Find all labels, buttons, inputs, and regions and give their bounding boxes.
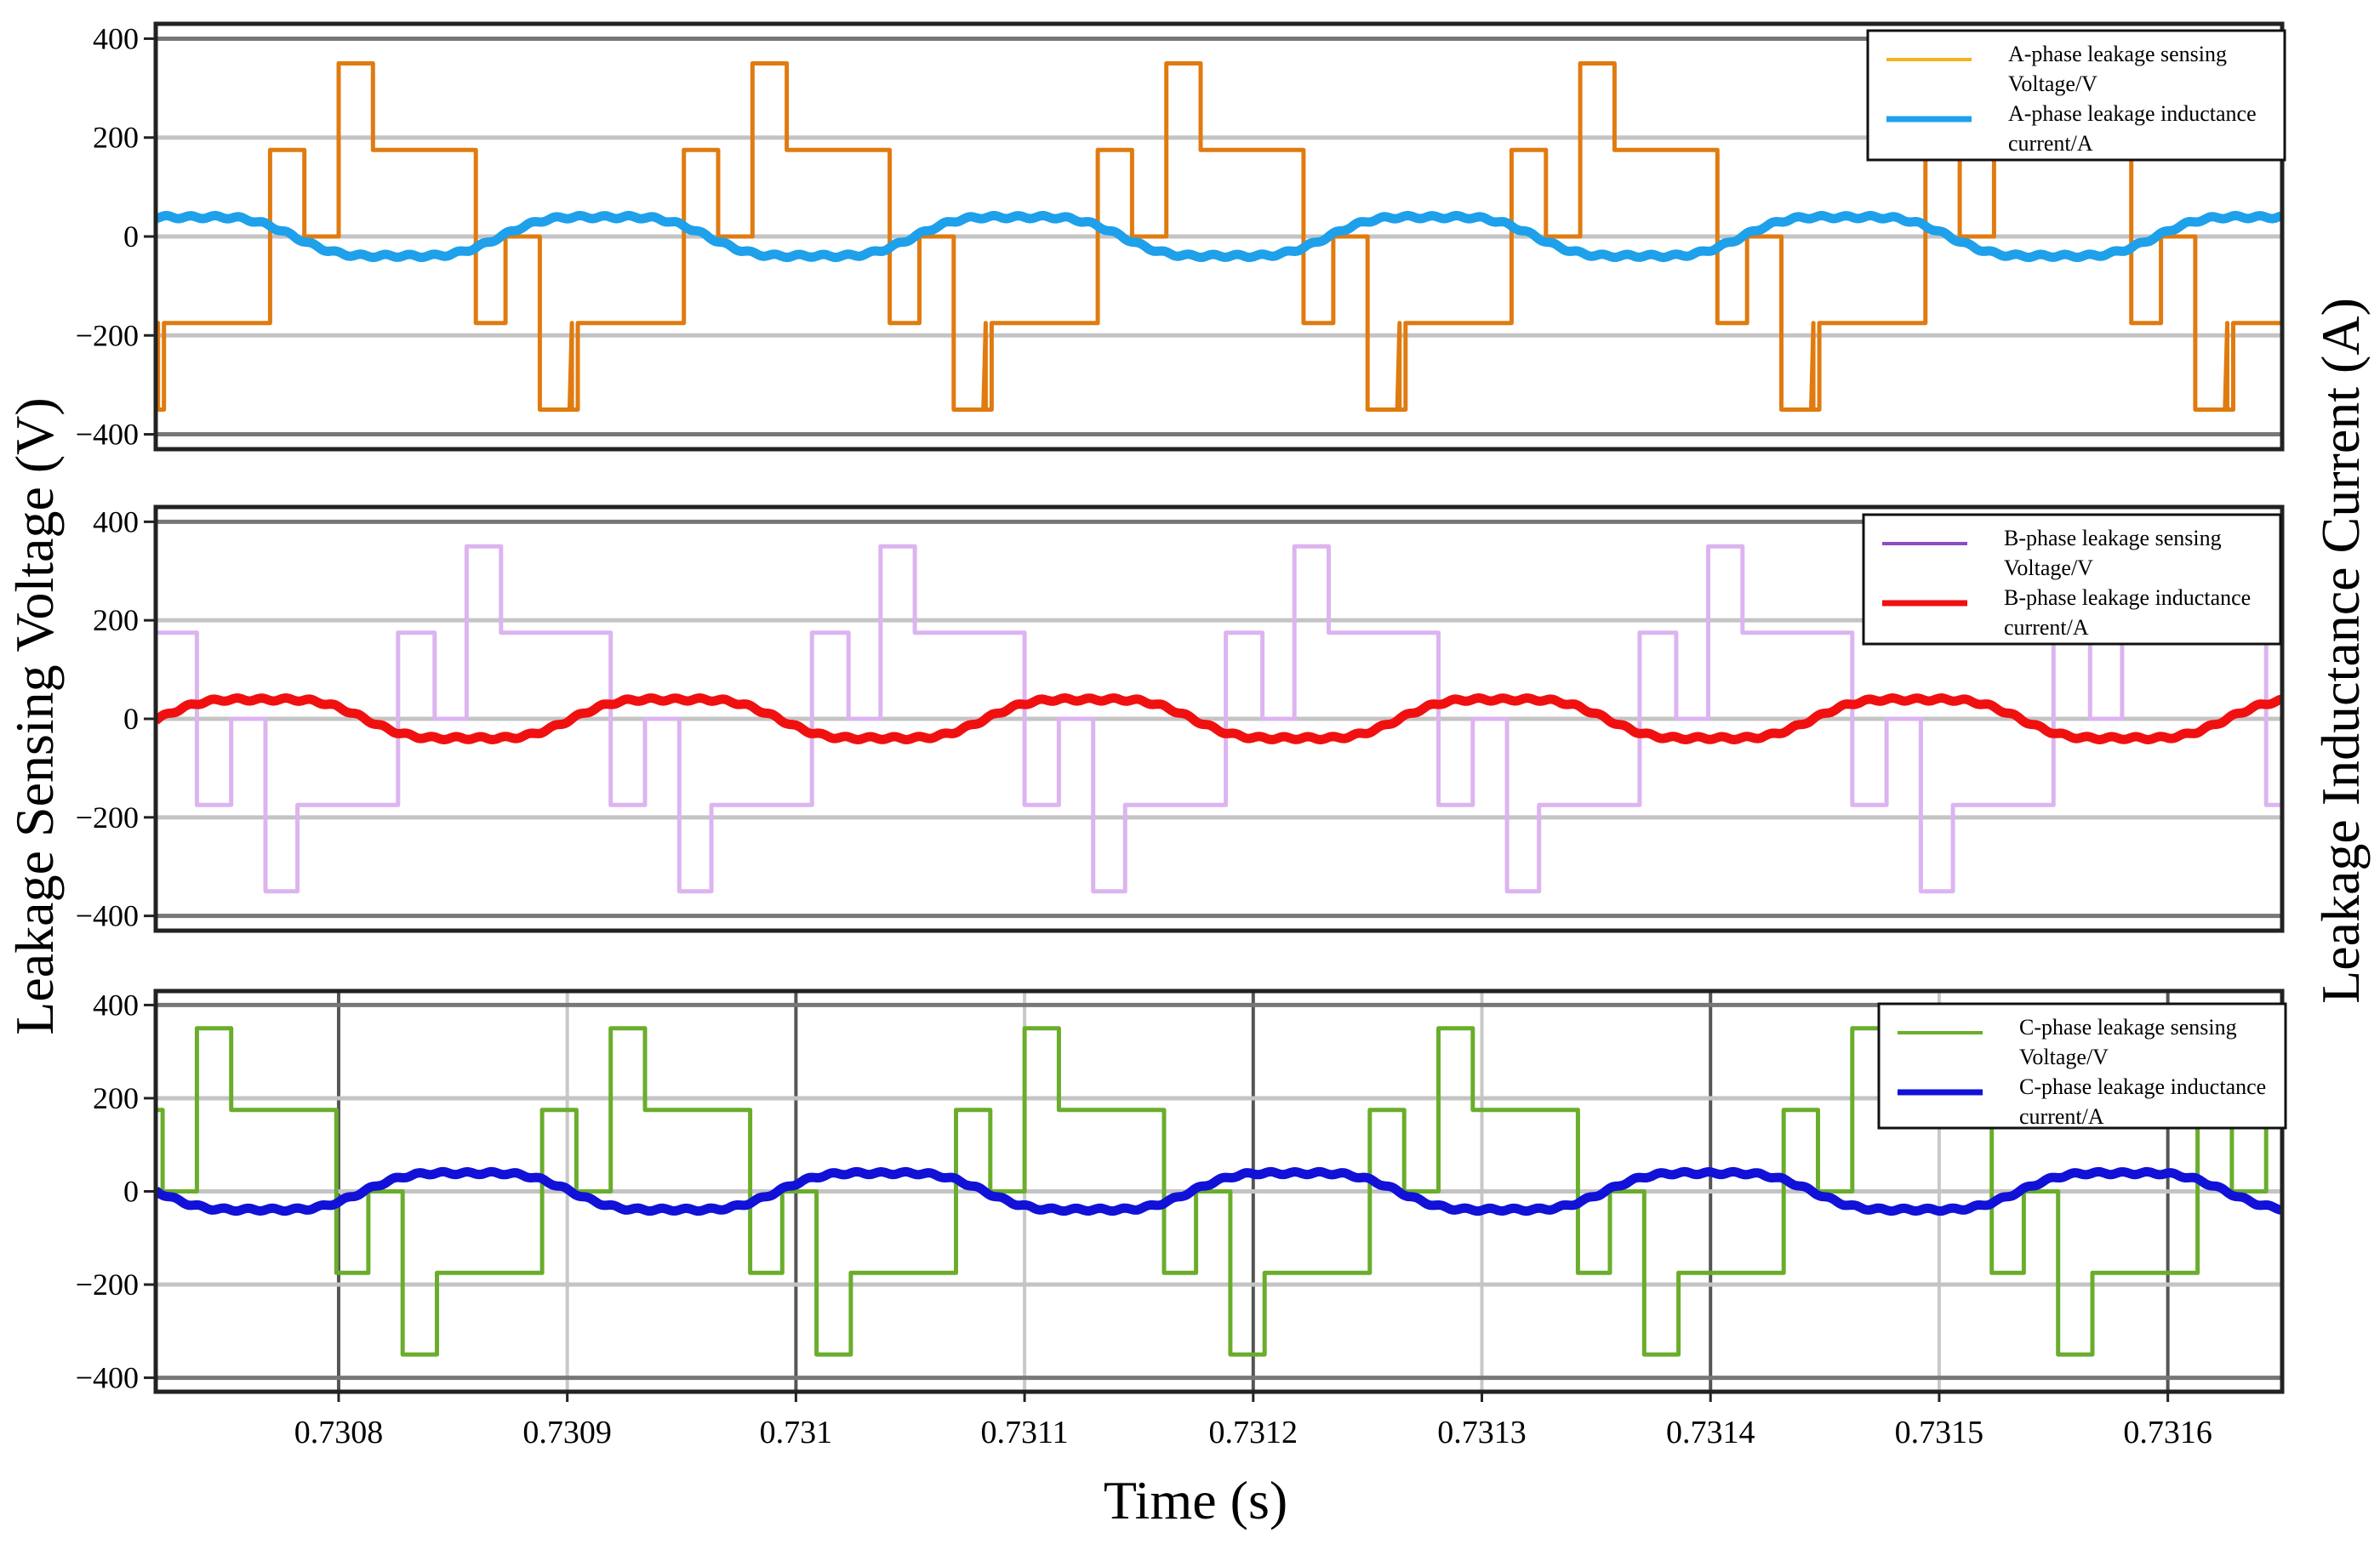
y-tick-label: −400 (76, 1361, 139, 1395)
x-tick-label: 0.7311 (981, 1415, 1069, 1450)
legend-label: Voltage/V (2004, 555, 2093, 580)
x-tick-label: 0.7313 (1437, 1415, 1527, 1450)
x-tick-label: 0.7312 (1209, 1415, 1298, 1450)
legend-label: Voltage/V (2019, 1045, 2109, 1069)
y-tick-label: 400 (93, 21, 139, 55)
x-tick-label: 0.731 (760, 1415, 833, 1450)
panel-A: 400 200 0 −200 −400 A-phase leakage sensing Vo… (76, 21, 2286, 452)
legend-label: Voltage/V (2008, 71, 2097, 96)
x-tick-label: 0.7316 (2123, 1415, 2212, 1450)
y-tick-label: −200 (76, 318, 139, 352)
legend-label: current/A (2008, 131, 2093, 156)
series-line-C-2 (156, 1166, 2282, 1216)
y-tick-label: −400 (76, 418, 139, 452)
series-line-B-1 (156, 544, 2282, 894)
series-line-A-2 (156, 210, 2282, 263)
legend-label: B-phase leakage sensing (2004, 526, 2222, 550)
legend-label: A-phase leakage sensing (2008, 42, 2227, 66)
y-tick-label: 400 (93, 988, 139, 1022)
x-tick-label: 0.7315 (1895, 1415, 1984, 1450)
panel-C: 400 200 0 −200 −400 0.7308 0.7309 0.731 0.7311 0.… (76, 988, 2287, 1450)
x-tick-label: 0.7314 (1666, 1415, 1755, 1450)
x-axis-title: Time (s) (1104, 1470, 1287, 1530)
x-tick-label: 0.7309 (522, 1415, 612, 1450)
legend-label: current/A (2004, 615, 2089, 640)
y-tick-label: 200 (93, 1081, 139, 1115)
y-tick-label: −400 (76, 899, 139, 933)
y-right-axis-title: Leakage Inductance Current (A) (2310, 298, 2371, 1004)
legend-label: A-phase leakage inductance (2008, 101, 2257, 126)
legend-label: current/A (2019, 1104, 2104, 1129)
y-left-axis-title: Leakage Sensing Voltage (V) (4, 397, 65, 1034)
chart-panels: 400 200 0 −200 −400 A-phase leakage sensing Vo… (76, 21, 2287, 1450)
x-tick-label: 0.7308 (294, 1415, 384, 1450)
y-tick-label: 0 (123, 702, 139, 736)
legend-label: C-phase leakage sensing (2019, 1015, 2237, 1040)
y-tick-label: 200 (93, 603, 139, 637)
legend-box (1862, 513, 2282, 646)
series-line-C-1 (156, 1026, 2282, 1357)
y-tick-label: 400 (93, 504, 139, 538)
y-tick-label: −200 (76, 800, 139, 835)
legend-box (1877, 1002, 2287, 1130)
series-line-B-2 (156, 693, 2282, 744)
y-tick-label: 200 (93, 121, 139, 155)
y-tick-label: −200 (76, 1268, 139, 1302)
legend-B: B-phase leakage sensing Voltage/V B-phase … (1862, 513, 2282, 646)
legend-box (1866, 29, 2286, 162)
series-line-A-1 (156, 61, 2282, 412)
legend-A: A-phase leakage sensing Voltage/V A-phase … (1866, 29, 2286, 162)
legend-label: B-phase leakage inductance (2004, 585, 2251, 610)
y-tick-label: 0 (123, 219, 139, 254)
legend-C: C-phase leakage sensing Voltage/V C-phase … (1877, 1002, 2287, 1130)
y-tick-label: 0 (123, 1175, 139, 1209)
legend-label: C-phase leakage inductance (2019, 1074, 2266, 1099)
panel-B: 400 200 0 −200 −400 B-phase leakage sensing Vo… (76, 504, 2285, 933)
